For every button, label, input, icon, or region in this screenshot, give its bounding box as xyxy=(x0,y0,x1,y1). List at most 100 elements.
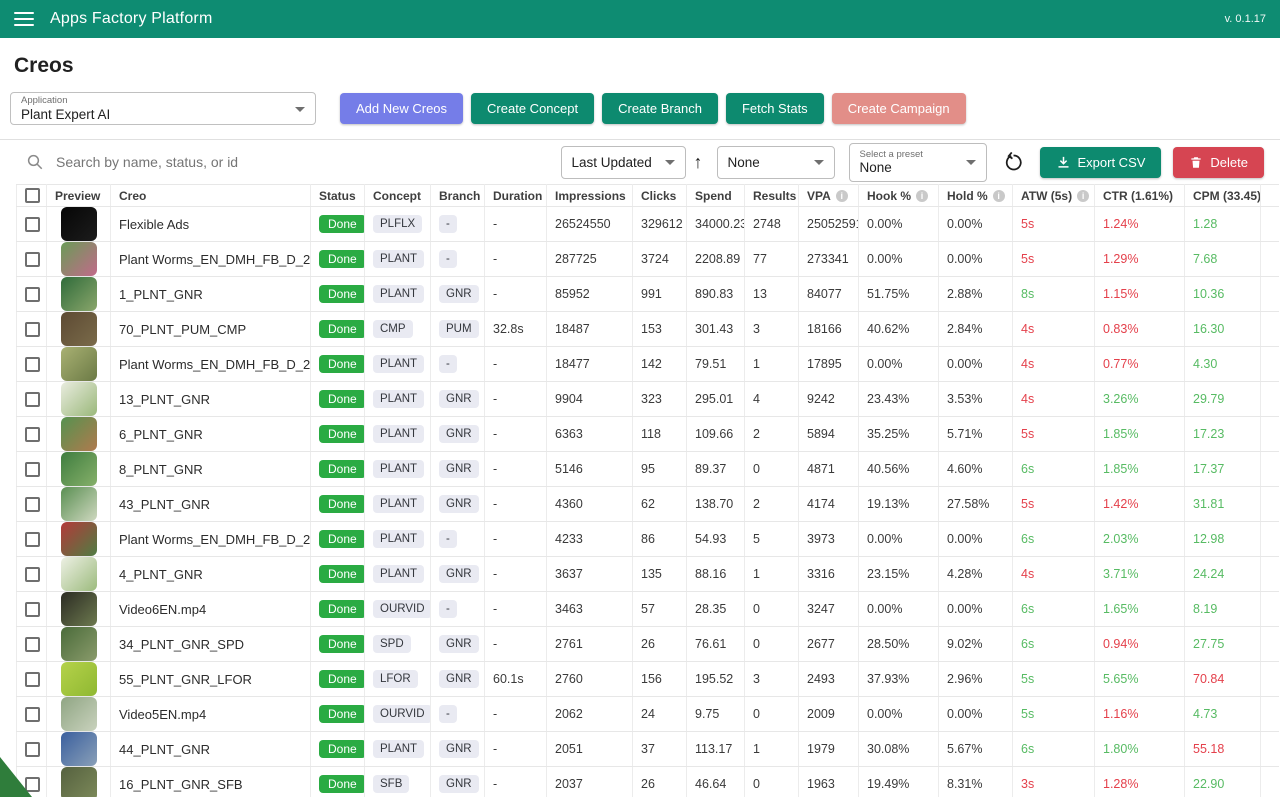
row-checkbox[interactable] xyxy=(25,426,40,442)
refresh-button[interactable] xyxy=(1001,150,1026,175)
row-checkbox[interactable] xyxy=(25,461,40,477)
row-checkbox[interactable] xyxy=(25,706,40,722)
filter-select-value: None xyxy=(727,154,760,170)
column-header-duration[interactable]: Duration xyxy=(484,184,547,207)
preview-thumbnail[interactable] xyxy=(60,592,97,626)
preview-thumbnail[interactable] xyxy=(60,452,97,486)
row-checkbox[interactable] xyxy=(25,356,40,372)
menu-icon[interactable] xyxy=(14,12,34,26)
row-checkbox[interactable] xyxy=(25,216,40,232)
fetch-stats-button[interactable]: Fetch Stats xyxy=(725,93,824,124)
table-row[interactable]: 55_PLNT_GNR_LFOR Done LFOR GNR 60.1s 2760 156 1… xyxy=(16,661,1279,697)
row-checkbox[interactable] xyxy=(25,636,40,652)
table-header-row: Preview Creo Status Concept Branch Duration Im… xyxy=(16,184,1279,207)
row-checkbox[interactable] xyxy=(25,601,40,617)
row-checkbox[interactable] xyxy=(25,286,40,302)
preview-thumbnail[interactable] xyxy=(60,627,97,661)
row-checkbox[interactable] xyxy=(25,391,40,407)
preview-thumbnail[interactable] xyxy=(60,732,97,766)
chevron-down-icon xyxy=(965,160,976,165)
hook-value: 0.00% xyxy=(858,346,939,382)
filter-select[interactable]: None xyxy=(716,145,835,179)
export-csv-button[interactable]: Export CSV xyxy=(1039,146,1162,178)
create-campaign-button[interactable]: Create Campaign xyxy=(831,93,966,124)
preview-thumbnail[interactable] xyxy=(60,242,97,276)
preview-thumbnail[interactable] xyxy=(60,767,97,797)
sort-direction-icon[interactable]: ↑ xyxy=(693,151,703,172)
column-header-name[interactable]: Creo xyxy=(110,184,311,207)
column-header-branch[interactable]: Branch xyxy=(430,184,485,207)
table-row[interactable]: 8_PLNT_GNR Done PLANT GNR -5146 95 89.37 0 4871 4… xyxy=(16,451,1279,487)
column-header-results[interactable]: Results xyxy=(744,184,799,207)
preview-thumbnail[interactable] xyxy=(60,487,97,521)
column-header-cpm[interactable]: CPM (33.45) xyxy=(1184,184,1261,207)
vpa-value: 3316 xyxy=(798,556,859,592)
preview-thumbnail[interactable] xyxy=(60,697,97,731)
column-header-vpa[interactable]: VPA i xyxy=(798,184,859,207)
row-checkbox[interactable] xyxy=(25,531,40,547)
table-row[interactable]: 6_PLNT_GNR Done PLANT GNR -6363 118 109.66 2 589… xyxy=(16,416,1279,452)
row-checkbox[interactable] xyxy=(25,496,40,512)
clicks-value: 156 xyxy=(632,661,687,697)
spend-value: 28.35 xyxy=(686,591,745,627)
table-row[interactable]: Flexible Ads Done PLFLX - -26524550 329612 340… xyxy=(16,206,1279,242)
atw-value: 6s xyxy=(1012,521,1095,557)
preview-thumbnail[interactable] xyxy=(60,557,97,591)
info-icon: i xyxy=(1077,189,1090,202)
application-select[interactable]: Application Plant Expert AI xyxy=(10,92,316,125)
creo-name: 44_PLNT_GNR xyxy=(110,731,311,767)
table-row[interactable]: 70_PLNT_PUM_CMP Done CMP PUM 32.8s 18487 153 30… xyxy=(16,311,1279,347)
preview-thumbnail[interactable] xyxy=(60,382,97,416)
table-row[interactable]: 43_PLNT_GNR Done PLANT GNR -4360 62 138.70 2 417… xyxy=(16,486,1279,522)
preview-thumbnail[interactable] xyxy=(60,417,97,451)
column-header-clicks[interactable]: Clicks xyxy=(632,184,687,207)
row-checkbox[interactable] xyxy=(25,566,40,582)
search-input[interactable] xyxy=(56,154,551,170)
column-header-hold[interactable]: Hold % i xyxy=(938,184,1013,207)
column-header-preview[interactable]: Preview xyxy=(46,184,111,207)
create-branch-button[interactable]: Create Branch xyxy=(602,93,718,124)
delete-button[interactable]: Delete xyxy=(1173,146,1264,178)
hold-value: 0.00% xyxy=(938,241,1013,277)
column-header-status[interactable]: Status xyxy=(310,184,365,207)
table-row[interactable]: 1_PLNT_GNR Done PLANT GNR -85952 991 890.83 13 8… xyxy=(16,276,1279,312)
status-badge: Done xyxy=(319,250,364,268)
status-badge: Done xyxy=(319,215,364,233)
table-row[interactable]: 34_PLNT_GNR_SPD Done SPD GNR -2761 26 76.61 0 26… xyxy=(16,626,1279,662)
table-row[interactable]: 16_PLNT_GNR_SFB Done SFB GNR -2037 26 46.64 0 19… xyxy=(16,766,1279,797)
column-header-atw[interactable]: ATW (5s) i xyxy=(1012,184,1095,207)
table-row[interactable]: 13_PLNT_GNR Done PLANT GNR -9904 323 295.01 4 92… xyxy=(16,381,1279,417)
sort-select[interactable]: Last Updated xyxy=(560,145,686,179)
row-checkbox[interactable] xyxy=(25,741,40,757)
column-header-hook[interactable]: Hook % i xyxy=(858,184,939,207)
create-concept-button[interactable]: Create Concept xyxy=(471,93,595,124)
table-row[interactable]: Plant Worms_EN_DMH_FB_D_202509... Done PLA… xyxy=(16,521,1279,557)
preview-thumbnail[interactable] xyxy=(60,207,97,241)
table-row[interactable]: Plant Worms_EN_DMH_FB_D_202509... Done PLA… xyxy=(16,346,1279,382)
preview-popup-corner xyxy=(0,757,32,797)
table-row[interactable]: Video6EN.mp4 Done OURVID - -3463 57 28.35 0 3247… xyxy=(16,591,1279,627)
preview-thumbnail[interactable] xyxy=(60,522,97,556)
table-row[interactable]: Plant Worms_EN_DMH_FB_D_202509... Done PLA… xyxy=(16,241,1279,277)
table-row[interactable]: 4_PLNT_GNR Done PLANT GNR -3637 135 88.16 1 3316… xyxy=(16,556,1279,592)
column-header-impressions[interactable]: Impressions↓ xyxy=(546,184,633,207)
preset-select[interactable]: Select a preset None xyxy=(848,142,987,182)
preview-thumbnail[interactable] xyxy=(60,277,97,311)
row-checkbox[interactable] xyxy=(25,671,40,687)
table-row[interactable]: 44_PLNT_GNR Done PLANT GNR -2051 37 113.17 1 197… xyxy=(16,731,1279,767)
preview-thumbnail[interactable] xyxy=(60,312,97,346)
ctr-value: 1.65% xyxy=(1094,591,1185,627)
row-checkbox[interactable] xyxy=(25,251,40,267)
vpa-value: 25052591 xyxy=(798,206,859,242)
column-header-ctr[interactable]: CTR (1.61%) xyxy=(1094,184,1185,207)
add-new-creos-button[interactable]: Add New Creos xyxy=(340,93,464,124)
column-header-concept[interactable]: Concept xyxy=(364,184,431,207)
preview-thumbnail[interactable] xyxy=(60,347,97,381)
row-checkbox[interactable] xyxy=(25,321,40,337)
table-row[interactable]: Video5EN.mp4 Done OURVID - -2062 24 9.75 0 2009 0… xyxy=(16,696,1279,732)
clicks-value: 142 xyxy=(632,346,687,382)
preview-thumbnail[interactable] xyxy=(60,662,97,696)
select-all-checkbox[interactable] xyxy=(25,188,40,204)
hold-value: 4.28% xyxy=(938,556,1013,592)
column-header-spend[interactable]: Spend xyxy=(686,184,745,207)
